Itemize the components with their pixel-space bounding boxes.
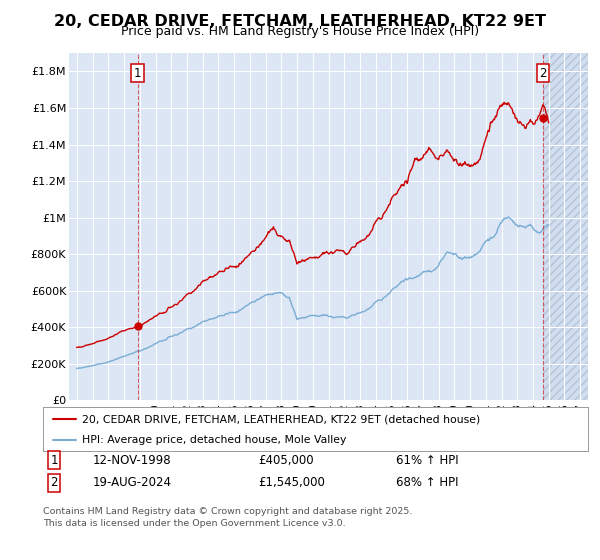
Text: 1: 1 xyxy=(50,454,58,467)
Bar xyxy=(543,53,588,400)
Text: Contains HM Land Registry data © Crown copyright and database right 2025.
This d: Contains HM Land Registry data © Crown c… xyxy=(43,507,413,528)
Text: Price paid vs. HM Land Registry's House Price Index (HPI): Price paid vs. HM Land Registry's House … xyxy=(121,25,479,38)
Text: 12-NOV-1998: 12-NOV-1998 xyxy=(93,454,172,467)
Text: 2: 2 xyxy=(50,476,58,489)
Bar xyxy=(543,53,588,400)
Text: 68% ↑ HPI: 68% ↑ HPI xyxy=(396,476,458,489)
Text: £405,000: £405,000 xyxy=(258,454,314,467)
Text: 20, CEDAR DRIVE, FETCHAM, LEATHERHEAD, KT22 9ET (detached house): 20, CEDAR DRIVE, FETCHAM, LEATHERHEAD, K… xyxy=(82,414,481,424)
Text: 1: 1 xyxy=(134,67,142,80)
Text: 61% ↑ HPI: 61% ↑ HPI xyxy=(396,454,458,467)
Text: HPI: Average price, detached house, Mole Valley: HPI: Average price, detached house, Mole… xyxy=(82,435,347,445)
Text: 20, CEDAR DRIVE, FETCHAM, LEATHERHEAD, KT22 9ET: 20, CEDAR DRIVE, FETCHAM, LEATHERHEAD, K… xyxy=(54,14,546,29)
Text: 19-AUG-2024: 19-AUG-2024 xyxy=(93,476,172,489)
Text: £1,545,000: £1,545,000 xyxy=(258,476,325,489)
Text: 2: 2 xyxy=(539,67,547,80)
